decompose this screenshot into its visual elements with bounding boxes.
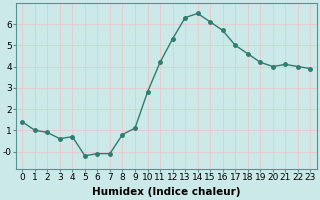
X-axis label: Humidex (Indice chaleur): Humidex (Indice chaleur) [92,187,241,197]
